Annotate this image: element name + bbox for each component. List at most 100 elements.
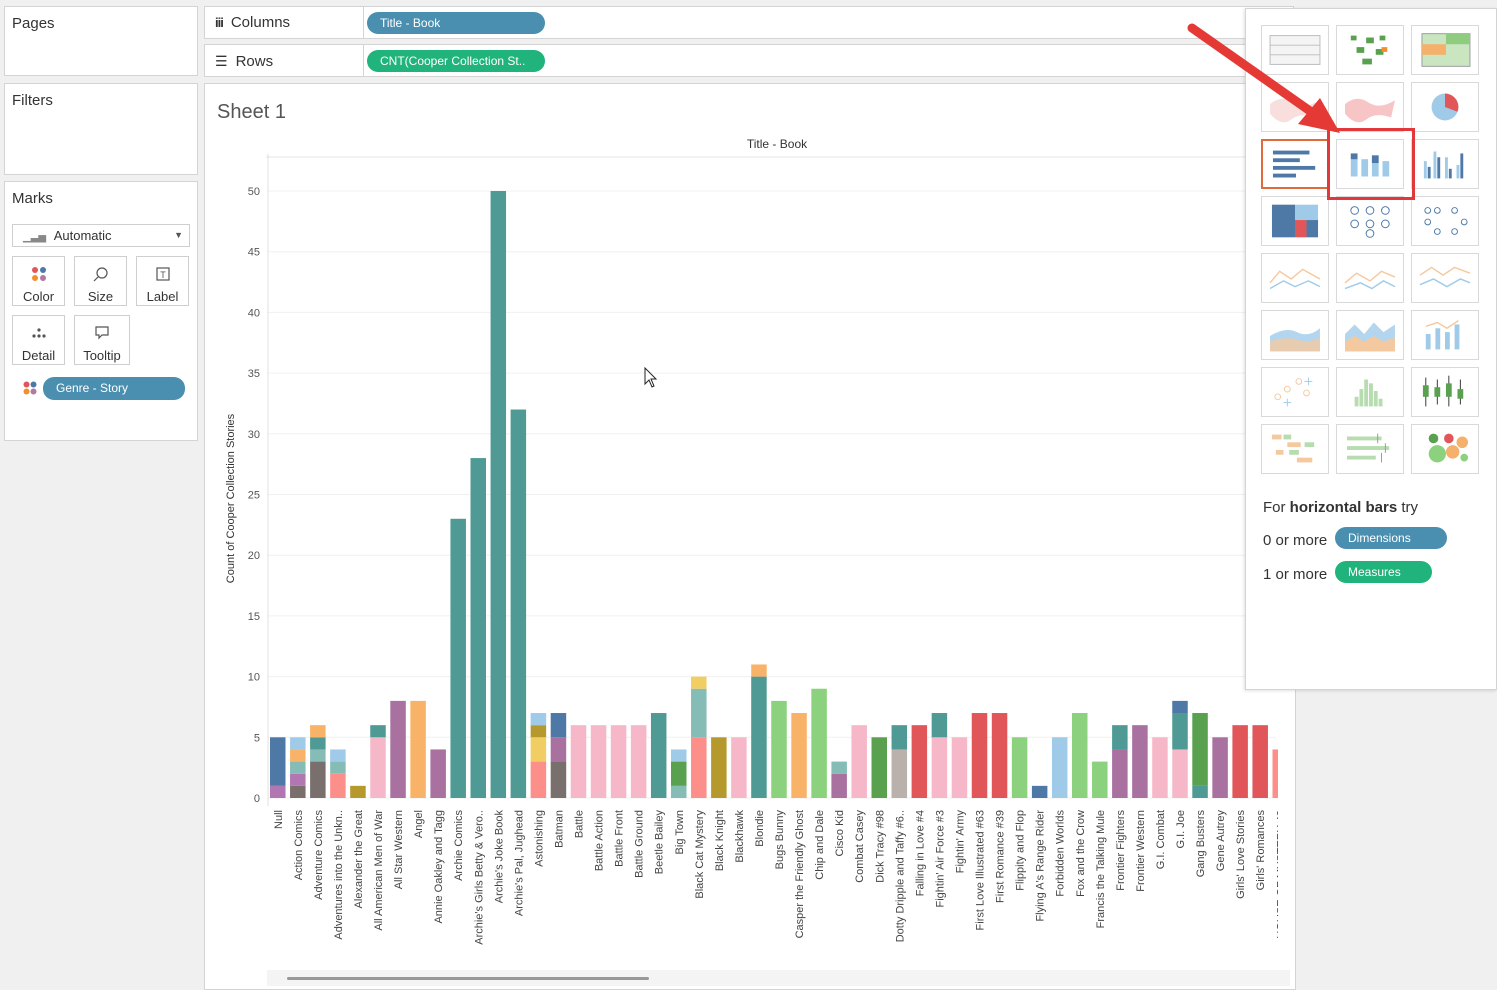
detail-icon bbox=[13, 322, 64, 344]
bar-segment bbox=[290, 749, 306, 762]
bar-segment bbox=[691, 676, 707, 689]
bar-segment bbox=[530, 761, 547, 798]
pie-chart-icon[interactable] bbox=[1411, 82, 1479, 132]
columns-pill[interactable]: Title - Book bbox=[367, 12, 545, 34]
size-button[interactable]: Size bbox=[74, 256, 127, 306]
side-by-side-bars-icon[interactable] bbox=[1411, 139, 1479, 189]
x-tick-label: Gene Autrey bbox=[1215, 810, 1227, 872]
x-tick-label: Frontier Western bbox=[1135, 810, 1147, 892]
genre-story-pill[interactable]: Genre - Story bbox=[43, 377, 185, 400]
detail-button[interactable]: Detail bbox=[12, 315, 65, 365]
bar-segment bbox=[1212, 737, 1228, 798]
text-table-icon[interactable] bbox=[1261, 25, 1329, 75]
heat-map-icon[interactable] bbox=[1336, 25, 1404, 75]
x-tick-label: Combat Casey bbox=[854, 810, 866, 883]
dual-lines-icon[interactable] bbox=[1411, 253, 1479, 303]
bar-segment bbox=[1011, 737, 1028, 798]
bar-segment bbox=[911, 725, 928, 798]
bar-segment bbox=[430, 749, 446, 798]
histogram-icon[interactable] bbox=[1336, 367, 1404, 417]
bar-segment bbox=[751, 664, 767, 677]
show-me-panel: For horizontal bars try 0 or more Dimens… bbox=[1245, 8, 1497, 690]
mark-type-dropdown[interactable]: ▁▃▅ Automatic ▼ bbox=[12, 224, 190, 247]
side-by-side-circles-icon[interactable] bbox=[1411, 196, 1479, 246]
filled-map-icon[interactable] bbox=[1336, 82, 1404, 132]
lines-continuous-icon[interactable] bbox=[1261, 253, 1329, 303]
x-tick-label: Fightin' Air Force #3 bbox=[934, 810, 946, 907]
color-icon bbox=[13, 263, 64, 285]
x-tick-label: Blondie bbox=[754, 810, 766, 847]
bullet-graph-icon[interactable] bbox=[1336, 424, 1404, 474]
show-me-hint: For horizontal bars try bbox=[1263, 499, 1418, 516]
bar-segment bbox=[630, 725, 647, 798]
horizontal-bars-icon[interactable] bbox=[1261, 139, 1329, 189]
scatter-plot-icon[interactable] bbox=[1261, 367, 1329, 417]
pages-card[interactable]: Pages bbox=[4, 6, 198, 76]
circle-views-icon[interactable] bbox=[1336, 196, 1404, 246]
rows-pill[interactable]: CNT(Cooper Collection St.. bbox=[367, 50, 545, 72]
bar-segment bbox=[290, 761, 306, 774]
filters-card[interactable]: Filters bbox=[4, 83, 198, 175]
area-discrete-icon[interactable] bbox=[1336, 310, 1404, 360]
rows-label: Rows bbox=[235, 53, 274, 70]
stacked-bars-icon[interactable] bbox=[1336, 139, 1404, 189]
x-tick-label: Flippity and Flop bbox=[1015, 810, 1027, 891]
detail-label: Detail bbox=[21, 348, 56, 363]
dual-combination-icon[interactable] bbox=[1411, 310, 1479, 360]
y-tick-label: 5 bbox=[254, 732, 260, 744]
size-label: Size bbox=[87, 289, 114, 304]
horizontal-scrollbar[interactable] bbox=[267, 970, 1290, 986]
area-continuous-icon[interactable] bbox=[1261, 310, 1329, 360]
x-tick-label: Batman bbox=[553, 810, 565, 848]
bar-segment bbox=[791, 713, 807, 798]
sheet-title: Sheet 1 bbox=[217, 101, 286, 123]
bar-segment bbox=[971, 713, 988, 798]
x-tick-label: First Love Illustrated #63 bbox=[975, 810, 987, 930]
x-tick-label: Archie Comics bbox=[453, 810, 465, 881]
x-tick-label: Black Knight bbox=[714, 810, 726, 871]
x-tick-label: Angel bbox=[413, 810, 425, 838]
x-tick-label: Bugs Bunny bbox=[774, 810, 786, 870]
bar-chart: Title - Book Count of Cooper Collection S… bbox=[225, 137, 1278, 945]
rows-label-group: ☰ Rows bbox=[215, 53, 273, 70]
dimensions-pill: Dimensions bbox=[1335, 527, 1447, 549]
label-button[interactable]: T Label bbox=[136, 256, 189, 306]
packed-bubbles-icon[interactable] bbox=[1411, 424, 1479, 474]
bar-segment bbox=[310, 761, 326, 798]
x-tick-label: Battle bbox=[574, 810, 586, 838]
x-tick-label: HOUSE OF MYSTERY 49 bbox=[1275, 810, 1278, 939]
bar-segment bbox=[831, 761, 847, 774]
bar-segment bbox=[1232, 725, 1248, 798]
tooltip-button[interactable]: Tooltip bbox=[74, 315, 130, 365]
bar-segment bbox=[310, 749, 326, 762]
highlight-table-icon[interactable] bbox=[1411, 25, 1479, 75]
bar-segment bbox=[290, 737, 306, 750]
tooltip-label: Tooltip bbox=[83, 348, 121, 363]
x-tick-label: Girls' Romances bbox=[1255, 810, 1267, 891]
x-tick-label: Adventures into the Unkn.. bbox=[333, 810, 345, 940]
req1-text: 0 or more bbox=[1263, 532, 1328, 549]
color-button[interactable]: Color bbox=[12, 256, 65, 306]
bar-segment bbox=[310, 737, 326, 750]
gantt-chart-icon[interactable] bbox=[1261, 424, 1329, 474]
bar-segment bbox=[851, 725, 867, 798]
bar-segment bbox=[1072, 713, 1088, 798]
lines-discrete-icon[interactable] bbox=[1336, 253, 1404, 303]
x-tick-label: Annie Oakley and Tagg bbox=[433, 810, 445, 924]
x-tick-label: Battle Ground bbox=[634, 810, 646, 878]
y-axis-title: Count of Cooper Collection Stories bbox=[225, 413, 237, 583]
bar-segment bbox=[550, 737, 567, 762]
bar-segment bbox=[550, 761, 567, 798]
measures-pill: Measures bbox=[1335, 561, 1432, 583]
x-tick-label: G.I. Combat bbox=[1155, 810, 1167, 869]
scrollbar-thumb[interactable] bbox=[287, 977, 649, 980]
y-tick-label: 35 bbox=[248, 368, 260, 380]
box-whisker-icon[interactable] bbox=[1411, 367, 1479, 417]
bar-segment bbox=[671, 761, 687, 786]
bar-segment bbox=[570, 725, 587, 798]
treemap-icon[interactable] bbox=[1261, 196, 1329, 246]
bar-segment bbox=[290, 785, 306, 798]
bar-segment bbox=[1092, 761, 1108, 798]
bar-segment bbox=[390, 700, 406, 798]
x-tick-label: Flying A's Range Rider bbox=[1035, 810, 1047, 922]
